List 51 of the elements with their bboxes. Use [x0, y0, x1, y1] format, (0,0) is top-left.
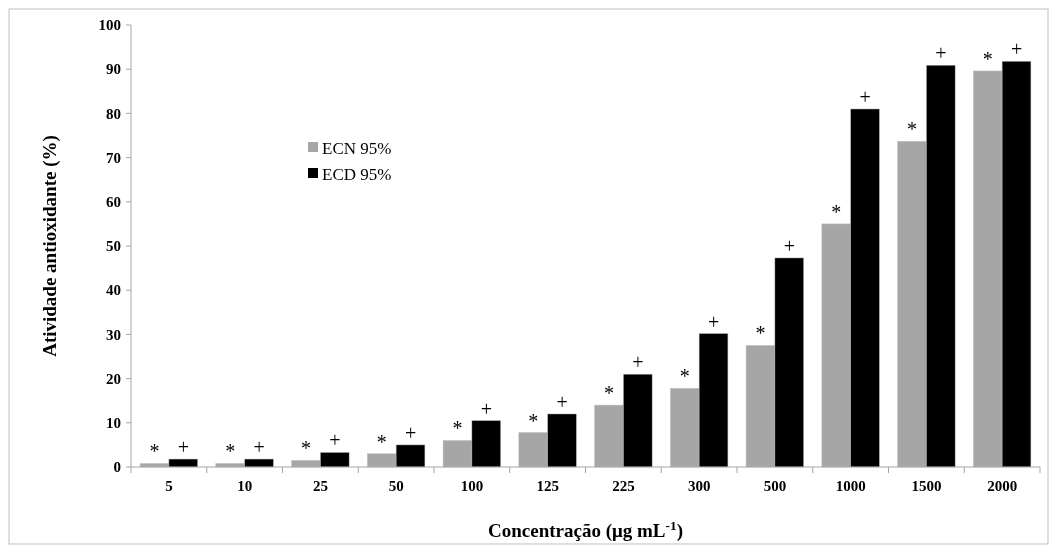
annotation: +: [859, 85, 871, 108]
x-tick-label: 5: [165, 478, 173, 494]
y-tick-label: 90: [106, 61, 121, 78]
x-tick-label: 100: [460, 478, 484, 494]
y-axis-title: Atividade antioxidante (%): [39, 135, 61, 357]
annotation: *: [528, 409, 539, 432]
x-tick-label: 225: [612, 478, 635, 494]
annotation: +: [253, 436, 265, 459]
annotation: +: [632, 351, 644, 374]
annotation: *: [603, 382, 614, 405]
annotation: +: [707, 310, 720, 333]
y-tick-label: 70: [106, 149, 121, 166]
annotation: +: [480, 397, 492, 420]
x-tick-label: 125: [536, 478, 559, 494]
annotation: +: [783, 234, 795, 257]
annotation: +: [556, 390, 568, 413]
x-axis-title: Concentração (μg mL$^{-1}$): [488, 517, 683, 542]
annotation: *: [452, 417, 463, 440]
y-tick-label: 20: [106, 370, 121, 387]
annotation: *: [300, 437, 311, 460]
y-tick-label: 0: [113, 459, 121, 476]
x-tick-label: 25: [312, 478, 328, 494]
annotation: *: [831, 200, 842, 223]
y-tick-label: 30: [106, 326, 121, 343]
x-tick-label: 10: [237, 478, 253, 494]
annotation: +: [329, 429, 341, 452]
annotation: +: [935, 42, 947, 65]
annotation: *: [679, 365, 690, 388]
annotation: *: [376, 430, 387, 453]
y-tick-label: 50: [106, 238, 121, 255]
x-tick-label: 1500: [911, 478, 942, 494]
y-tick-label: 60: [106, 194, 121, 211]
annotation: +: [177, 436, 189, 459]
annotation: +: [1010, 38, 1023, 61]
legend-label: ECD 95%: [322, 164, 392, 184]
x-tick-label: 300: [687, 478, 711, 494]
x-tick-label: 500: [763, 478, 787, 494]
x-tick-label: 1000: [835, 478, 866, 494]
y-tick-label: 100: [98, 17, 121, 34]
x-tick-label: 50: [388, 478, 404, 494]
x-tick-label: 2000: [987, 478, 1018, 494]
annotation: *: [225, 440, 236, 463]
legend-label: ECN 95%: [322, 138, 392, 158]
annotation: *: [906, 118, 917, 141]
annotation: *: [149, 440, 160, 463]
annotation: *: [755, 322, 766, 345]
annotation: +: [404, 421, 417, 444]
y-tick-label: 80: [106, 105, 121, 122]
y-tick-label: 10: [106, 415, 121, 432]
annotation: *: [982, 47, 993, 70]
y-tick-label: 40: [106, 282, 121, 299]
